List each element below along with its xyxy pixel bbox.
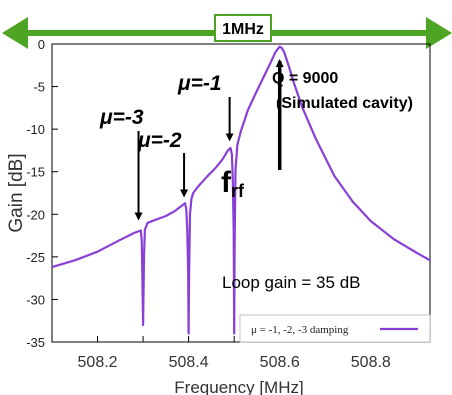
y-axis: 0 -5 -10 -15 -20 -25 -30 -35	[26, 37, 58, 350]
frf-label-main: f	[221, 166, 232, 199]
y-tick-label: -35	[26, 335, 45, 350]
simulated-cavity-label: (Simulated cavity)	[276, 95, 413, 112]
span-arrow-right-head	[426, 17, 452, 49]
series-line	[51, 45, 431, 335]
legend-label: μ = -1, -2, -3 damping	[251, 324, 349, 336]
x-tick-label: 508.6	[260, 354, 300, 371]
x-tick-label: 508.4	[169, 354, 209, 371]
y-axis-label: Gain [dB]	[6, 153, 27, 232]
y-tick-label: 0	[38, 37, 45, 52]
x-tick-label: 508.2	[78, 354, 118, 371]
frf-label: frf	[221, 166, 245, 201]
y-tick-label: -20	[26, 207, 45, 222]
mu-1-label: μ=-1	[177, 72, 222, 95]
y-tick-label: -5	[33, 80, 45, 95]
mu-2-label: μ=-2	[137, 129, 182, 152]
x-tick-label: 508.8	[351, 354, 391, 371]
y-tick-label: -30	[26, 292, 45, 307]
mu-3-label: μ=-3	[99, 106, 144, 129]
y-tick-label: -25	[26, 250, 45, 265]
span-arrow-left-head	[2, 17, 28, 49]
x-axis: 508.2 508.4 508.6 508.8	[78, 336, 417, 371]
legend: μ = -1, -2, -3 damping	[239, 314, 431, 343]
span-arrow: 1MHz	[2, 14, 452, 49]
frf-label-sub: rf	[231, 181, 245, 201]
span-label: 1MHz	[222, 21, 264, 38]
loop-gain-label: Loop gain = 35 dB	[222, 273, 360, 292]
x-axis-label: Frequency [MHz]	[174, 378, 303, 395]
q-value-label: Q = 9000	[272, 70, 338, 87]
y-tick-label: -15	[26, 165, 45, 180]
y-tick-label: -10	[26, 122, 45, 137]
span-label-box	[214, 14, 272, 42]
